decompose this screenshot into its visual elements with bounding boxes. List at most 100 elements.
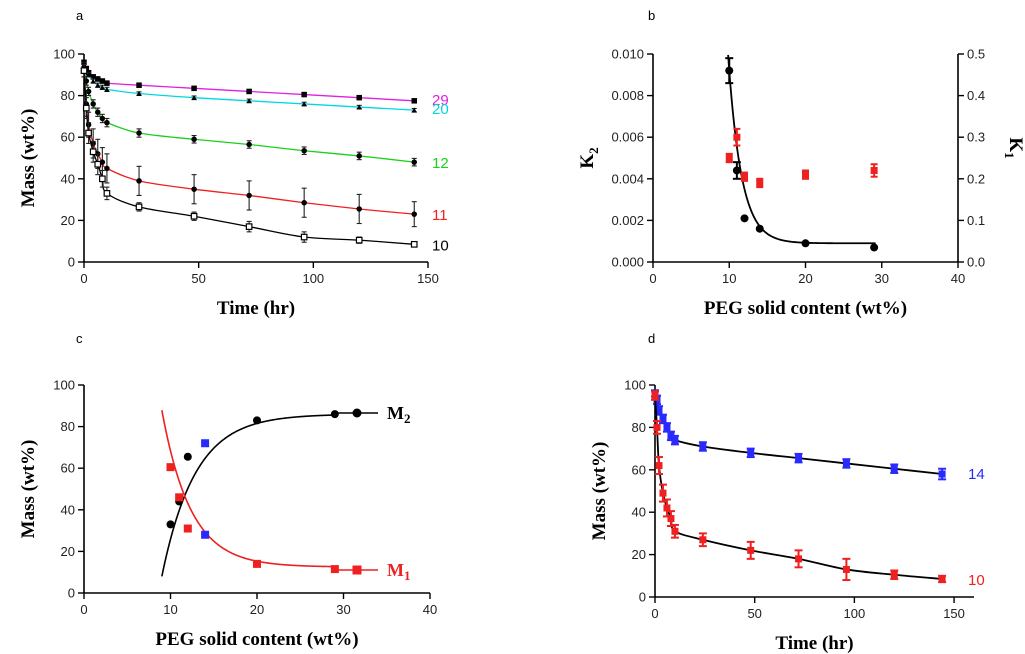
x-axis-title: Time (hr) [775, 633, 853, 654]
data-point [191, 186, 197, 192]
data-point [659, 489, 667, 497]
y-tick-label: 80 [61, 88, 75, 103]
series-14: 14 [651, 389, 985, 483]
data-point [136, 91, 142, 96]
data-point [85, 129, 92, 137]
data-point [725, 154, 733, 162]
legend-marker [352, 408, 362, 418]
y-axis-title: K2 [577, 147, 601, 168]
y-right-tick-label: 0.5 [967, 47, 985, 62]
y-right-tick-label: 0.1 [967, 213, 985, 228]
x-axis-title: PEG solid content (wt%) [155, 629, 358, 650]
x-tick-label: 100 [844, 606, 866, 621]
data-point [667, 515, 675, 523]
y-tick-label: 40 [61, 502, 75, 517]
data-point [98, 175, 106, 183]
y-tick-label: 60 [632, 462, 646, 477]
panel-label: b [648, 8, 655, 23]
panel-label: c [76, 331, 83, 346]
data-point [90, 101, 96, 107]
y-tick-label: 0 [68, 586, 75, 601]
data-point [135, 203, 143, 211]
legend-marker [352, 565, 362, 575]
data-point [253, 416, 261, 425]
data-point [301, 101, 307, 107]
data-point [104, 165, 110, 172]
series-M1 [161, 410, 339, 574]
series-14 [201, 439, 210, 539]
y-tick-label: 0.000 [611, 255, 644, 270]
data-point [655, 462, 663, 470]
data-point [870, 166, 878, 174]
data-point [330, 565, 339, 574]
y-tick-label: 0.008 [611, 88, 644, 103]
data-point [411, 159, 417, 165]
x-tick-label: 100 [302, 271, 324, 286]
data-point [201, 530, 210, 539]
data-point [356, 94, 362, 101]
x-tick-label: 0 [651, 606, 658, 621]
data-point [411, 211, 417, 217]
x-tick-label: 20 [250, 602, 264, 617]
y-axis-title: Mass (wt%) [18, 440, 39, 539]
data-point [136, 82, 142, 88]
series-K2 [725, 54, 879, 252]
data-point [85, 72, 92, 78]
data-point [725, 66, 734, 75]
data-point [166, 520, 175, 529]
data-point [747, 546, 755, 554]
fit-curve [727, 54, 876, 245]
x-tick-label: 50 [191, 271, 205, 286]
data-point [300, 233, 308, 241]
series-end-label: 14 [968, 466, 985, 483]
x-tick-label: 20 [798, 271, 812, 286]
data-point [356, 153, 362, 159]
data-point [175, 493, 184, 502]
data-point [410, 240, 418, 248]
data-point [663, 504, 671, 512]
y-right-tick-label: 0.2 [967, 171, 985, 186]
data-point [95, 109, 101, 115]
y-tick-label: 20 [61, 544, 75, 559]
x-tick-label: 10 [163, 602, 177, 617]
x-tick-label: 30 [875, 271, 889, 286]
data-point [733, 133, 741, 141]
data-point [104, 80, 110, 86]
data-point [756, 179, 764, 187]
data-point [671, 436, 679, 444]
series-12: 12 [81, 63, 449, 172]
legend-label-main: M [387, 560, 404, 580]
data-point [411, 98, 417, 104]
data-point [246, 192, 252, 199]
data-point [301, 91, 307, 98]
panel-label: a [76, 8, 84, 23]
series-end-label: 20 [432, 101, 449, 118]
fit-curve [161, 414, 339, 577]
data-point [356, 104, 362, 110]
y-tick-label: 0.006 [611, 130, 644, 145]
x-axis-title: Time (hr) [217, 298, 295, 319]
data-point [740, 214, 749, 223]
y-tick-label: 0.002 [611, 213, 644, 228]
y-axis-title: Mass (wt%) [589, 442, 610, 541]
y-axis-right-title-sub: 1 [1002, 152, 1017, 159]
y-tick-label: 0.004 [611, 171, 644, 186]
data-point [95, 82, 101, 88]
data-point [938, 575, 946, 583]
data-point [94, 160, 102, 168]
y-tick-label: 60 [61, 461, 75, 476]
data-point [747, 449, 755, 457]
y-tick-label: 80 [632, 420, 646, 435]
data-point [246, 88, 252, 95]
series-M2 [161, 410, 339, 577]
series-end-label: 11 [432, 207, 448, 224]
data-point [795, 454, 803, 462]
y-tick-label: 100 [624, 378, 646, 393]
data-point [890, 465, 898, 473]
series-10: 10 [80, 63, 449, 254]
data-point [103, 190, 111, 197]
series-20: 20 [81, 61, 449, 118]
data-point [659, 415, 667, 423]
data-point [411, 107, 417, 113]
series-end-label: 10 [968, 572, 985, 589]
